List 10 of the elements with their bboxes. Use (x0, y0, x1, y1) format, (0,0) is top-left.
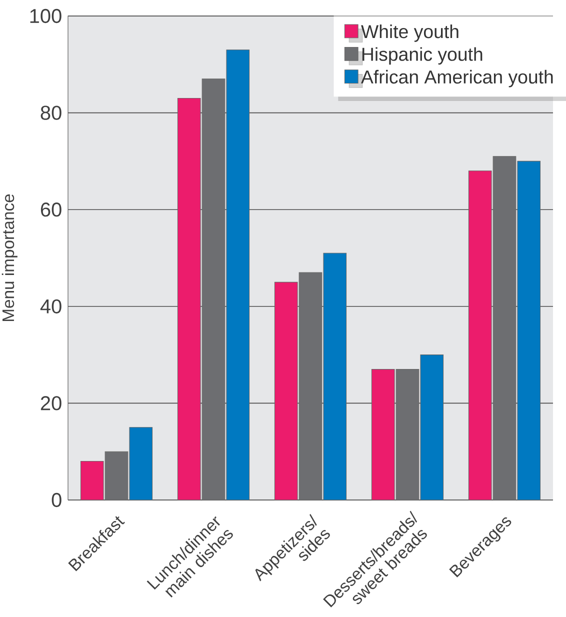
y-tick-label: 40 (40, 299, 62, 314)
legend-label: African American youth (361, 70, 553, 88)
y-tick-label: 20 (40, 396, 62, 410)
y-tick-label: 100 (30, 8, 62, 24)
y-tick-label: 80 (40, 106, 62, 120)
y-tick-label: 60 (40, 202, 62, 217)
legend-label: Hispanic youth (362, 47, 482, 65)
legend-label: White youth (361, 24, 458, 42)
y-tick-label: 0 (52, 492, 62, 508)
y-axis-title: Menu importance (2, 194, 18, 322)
